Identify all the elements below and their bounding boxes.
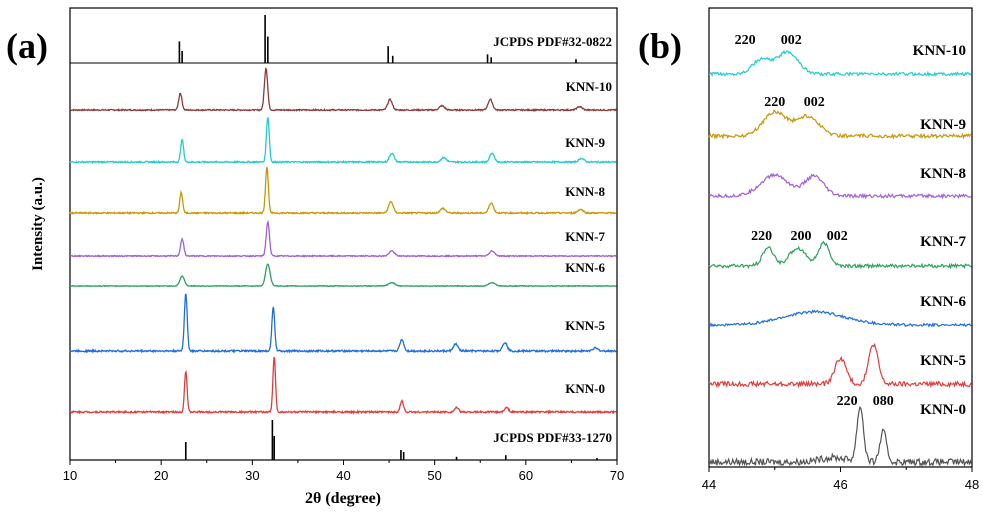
hkl-annotation: 002 (804, 95, 825, 110)
panel-a-xlabel: 2θ (degree) (305, 490, 381, 507)
hkl-annotation: 220 (751, 229, 772, 244)
zoom-x-tick-label: 48 (965, 477, 979, 492)
zoom-series-knn-7: KNN-7 220 200 002 (708, 229, 972, 270)
hkl-annotation: 200 (791, 229, 812, 244)
series-jcpds-pdf-32-0822: JCPDS PDF#32-0822 (178, 15, 612, 63)
hkl-annotation: 002 (827, 229, 848, 244)
zoom-series-knn-10: KNN-10 220 002 (708, 33, 972, 77)
zoom-trace (708, 49, 972, 77)
series-knn-10: KNN-10 (69, 67, 617, 113)
zoom-series-knn-6: KNN-6 (708, 294, 972, 328)
series-label: KNN-5 (565, 318, 605, 333)
zoom-series-label: KNN-5 (920, 353, 966, 369)
panel-b-plot: KNN-10 220 002 KNN-9 220 002 KNN-8 KNN-7 220 200 0… (702, 7, 979, 492)
zoom-x-tick-label: 44 (702, 477, 716, 492)
panel-b-label: (b) (638, 26, 682, 66)
zoom-series-knn-0: KNN-0 220 080 (708, 394, 972, 467)
series-knn-9: KNN-9 (69, 117, 617, 165)
x-tick-label: 10 (63, 468, 77, 483)
series-knn-8: KNN-8 (69, 166, 617, 216)
zoom-series-knn-5: KNN-5 (708, 342, 972, 389)
series-label: KNN-6 (565, 260, 605, 275)
zoom-trace (708, 342, 972, 389)
x-tick-label: 60 (519, 468, 533, 483)
panel-a-frame (69, 7, 618, 461)
pattern-trace (69, 166, 617, 216)
pattern-trace (69, 219, 617, 258)
pattern-trace (69, 67, 617, 113)
x-tick-label: 20 (154, 468, 168, 483)
panel-a-plot: JCPDS PDF#32-0822 KNN-10 KNN-9 KNN-8 KNN-7 KN… (63, 7, 624, 483)
zoom-trace (708, 172, 972, 200)
zoom-series-knn-9: KNN-9 220 002 (708, 95, 972, 140)
x-tick-label: 70 (610, 468, 624, 483)
pattern-trace (69, 117, 617, 165)
panel-a-label: (a) (6, 26, 48, 66)
x-tick-label: 50 (427, 468, 441, 483)
zoom-x-tick-label: 46 (833, 477, 847, 492)
series-knn-6: KNN-6 (69, 260, 617, 288)
zoom-series-label: KNN-9 (920, 117, 966, 133)
series-label: KNN-9 (565, 135, 605, 150)
pattern-trace (69, 293, 617, 354)
zoom-trace (708, 109, 972, 140)
zoom-trace (708, 405, 972, 467)
panel-a-ylabel: Intensity (a.u.) (30, 177, 46, 271)
series-label: JCPDS PDF#32-0822 (493, 34, 612, 49)
hkl-annotation: 080 (873, 394, 894, 409)
series-knn-0: KNN-0 (69, 356, 617, 415)
series-knn-7: KNN-7 (69, 219, 617, 258)
series-label: KNN-0 (565, 381, 605, 396)
x-tick-label: 40 (336, 468, 350, 483)
x-tick-label: 30 (245, 468, 259, 483)
series-jcpds-pdf-33-1270: JCPDS PDF#33-1270 (184, 420, 612, 460)
series-label: KNN-10 (566, 79, 612, 94)
zoom-series-knn-8: KNN-8 (708, 166, 972, 200)
zoom-series-label: KNN-7 (920, 234, 966, 250)
zoom-trace (708, 309, 972, 328)
hkl-annotation: 220 (837, 394, 858, 409)
series-label: KNN-8 (565, 184, 605, 199)
zoom-series-label: KNN-6 (920, 294, 966, 310)
series-label: JCPDS PDF#33-1270 (493, 430, 612, 445)
pattern-trace (69, 263, 617, 288)
series-label: KNN-7 (565, 229, 605, 244)
hkl-annotation: 220 (764, 95, 785, 110)
zoom-series-label: KNN-0 (920, 402, 966, 418)
series-knn-5: KNN-5 (69, 293, 617, 354)
pattern-trace (69, 356, 617, 415)
hkl-annotation: 220 (735, 33, 756, 48)
zoom-series-label: KNN-10 (913, 43, 966, 59)
zoom-series-label: KNN-8 (920, 166, 966, 182)
zoom-trace (708, 240, 972, 270)
hkl-annotation: 002 (781, 33, 802, 48)
